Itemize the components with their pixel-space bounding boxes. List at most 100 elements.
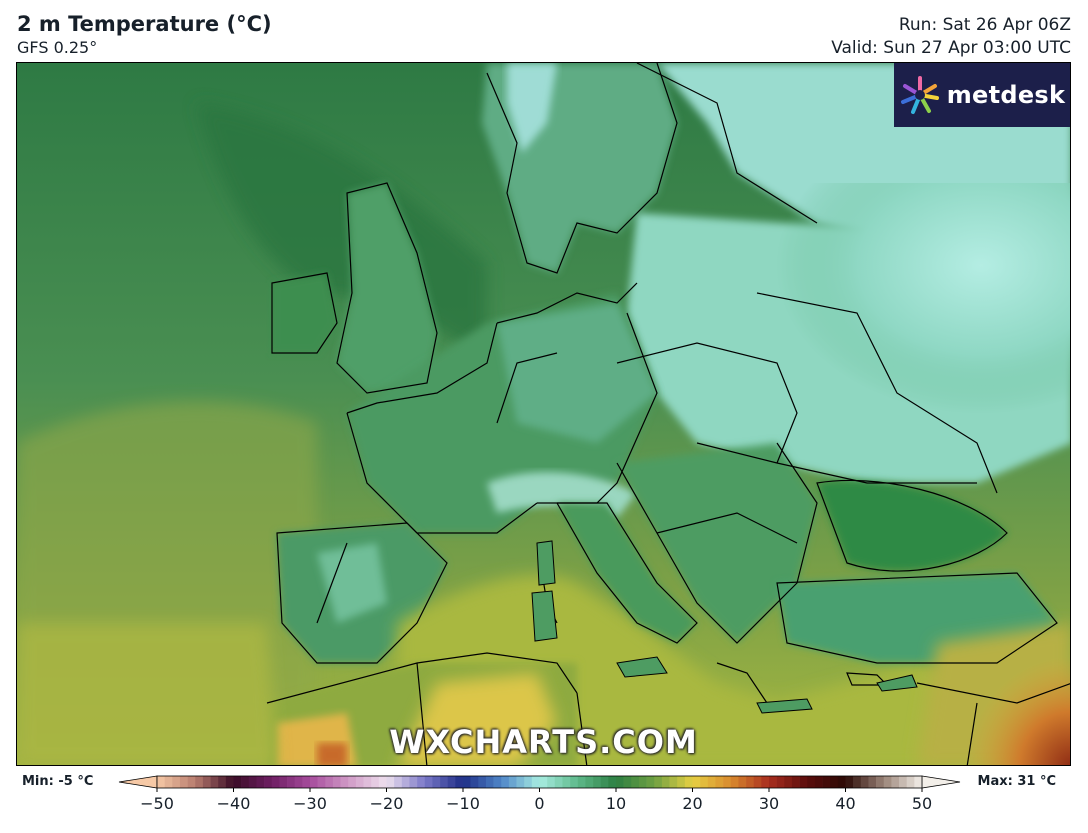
colorbar-cell [508, 776, 517, 788]
colorbar-tick-label: 40 [835, 794, 855, 813]
colorbar-cell [271, 776, 280, 788]
colorbar-cell [172, 776, 181, 788]
colorbar-cell [187, 776, 196, 788]
colorbar-cell [302, 776, 311, 788]
metdesk-logo[interactable]: metdesk [894, 63, 1070, 127]
islands-layer [531, 540, 918, 714]
colorbar-cell [210, 776, 219, 788]
colorbar-cell [623, 776, 632, 788]
colorbar-cell [310, 776, 318, 788]
italy-land [557, 503, 697, 643]
colorbar-cell [608, 776, 617, 788]
colorbar-cell [256, 776, 265, 788]
colorbar-cell [531, 776, 540, 788]
colorbar-cell [822, 776, 831, 788]
colorbar-cell [470, 776, 479, 788]
colorbar-cell [386, 776, 395, 788]
colorbar-cell [409, 776, 418, 788]
colorbar-cell [631, 776, 640, 788]
colorbar-cell [378, 776, 387, 788]
colorbar-tick-label: −20 [370, 794, 404, 813]
temperature-map[interactable]: metdesk WXCHARTS.COM [16, 62, 1071, 766]
colorbar-cell [692, 776, 701, 788]
colorbar-cell [501, 776, 510, 788]
colorbar-cell [218, 776, 227, 788]
colorbar-cell [769, 776, 777, 788]
colorbar-cell [179, 776, 188, 788]
colorbar-cell [906, 776, 915, 788]
model-name: GFS 0.25° [17, 38, 98, 57]
balkans-land [617, 443, 817, 643]
colorbar-cell [241, 776, 250, 788]
colorbar-cell [570, 776, 579, 788]
hot-spot-middle-east [897, 583, 1070, 765]
colorbar-cell [455, 776, 464, 788]
map-title: 2 m Temperature (°C) [17, 12, 272, 36]
colorbar-cell [493, 776, 502, 788]
colorbar-cell [340, 776, 349, 788]
colorbar-cell [860, 776, 869, 788]
colorbar-cell [753, 776, 762, 788]
colorbar-cell [799, 776, 808, 788]
ireland-land [272, 273, 337, 353]
colorbar-cell [417, 776, 426, 788]
colorbar-max-extend [921, 775, 961, 789]
black-sea [817, 480, 1007, 572]
colorbar-cell [707, 776, 716, 788]
colorbar-cell [317, 776, 326, 788]
colorbar-cell [279, 776, 288, 788]
colorbar-cell [394, 776, 403, 788]
colorbar-cell [447, 776, 456, 788]
colorbar-cell [432, 776, 441, 788]
colorbar-cell [248, 776, 257, 788]
colorbar-cell [440, 776, 448, 788]
run-time: Run: Sat 26 Apr 06Z [898, 15, 1071, 35]
colorbar-cell [868, 776, 877, 788]
metdesk-star-icon [900, 76, 939, 114]
colorbar-cell [485, 776, 494, 788]
colorbar-cell [723, 776, 732, 788]
colorbar-cell [524, 776, 533, 788]
colorbar-cell [669, 776, 678, 788]
colorbar-cell [654, 776, 663, 788]
colorbar-cell [554, 776, 563, 788]
colorbar-cell [516, 776, 525, 788]
watermark-text: WXCHARTS.COM [389, 723, 698, 761]
colorbar-cell [646, 776, 655, 788]
colorbar-tick-label: 0 [534, 794, 544, 813]
colorbar-cell [807, 776, 816, 788]
map-canvas [17, 63, 1070, 765]
colorbar-cell [700, 776, 709, 788]
colorbar-tick-label: −40 [217, 794, 251, 813]
min-temperature-label: Min: -5 °C [22, 774, 94, 789]
colorbar-cell [914, 776, 923, 788]
colorbar-tick-label: −50 [140, 794, 174, 813]
colorbar-cell [899, 776, 907, 788]
borders-layer [266, 63, 1070, 765]
colorbar-cell [616, 776, 624, 788]
colorbar-cell [332, 776, 341, 788]
colorbar: Min: -5 °C Max: 31 °C −50 −40 −30 −20 −10 0 10… [0, 770, 1088, 830]
colorbar-cell [294, 776, 303, 788]
colorbar-cell [837, 776, 846, 788]
colorbar-cell [287, 776, 295, 788]
colorbar-cell [547, 776, 556, 788]
colorbar-scale: −50 −40 −30 −20 −10 0 10 20 30 40 50 [118, 775, 961, 813]
colorbar-cell [478, 776, 487, 788]
colorbar-cell [355, 776, 364, 788]
colorbar-cell [791, 776, 800, 788]
colorbar-cell [233, 776, 242, 788]
colorbar-cell [730, 776, 739, 788]
colorbar-cell [784, 776, 793, 788]
colorbar-cell [539, 776, 548, 788]
colorbar-cell [845, 776, 854, 788]
colorbar-cell [776, 776, 785, 788]
colorbar-tick-label: 30 [759, 794, 779, 813]
colorbar-cell [264, 776, 273, 788]
colorbar-cell [363, 776, 372, 788]
colorbar-cell [202, 776, 211, 788]
colorbar-cell [738, 776, 747, 788]
valid-time: Valid: Sun 27 Apr 03:00 UTC [831, 38, 1071, 58]
great-britain-land [337, 183, 437, 393]
colorbar-tick-label: −10 [446, 794, 480, 813]
